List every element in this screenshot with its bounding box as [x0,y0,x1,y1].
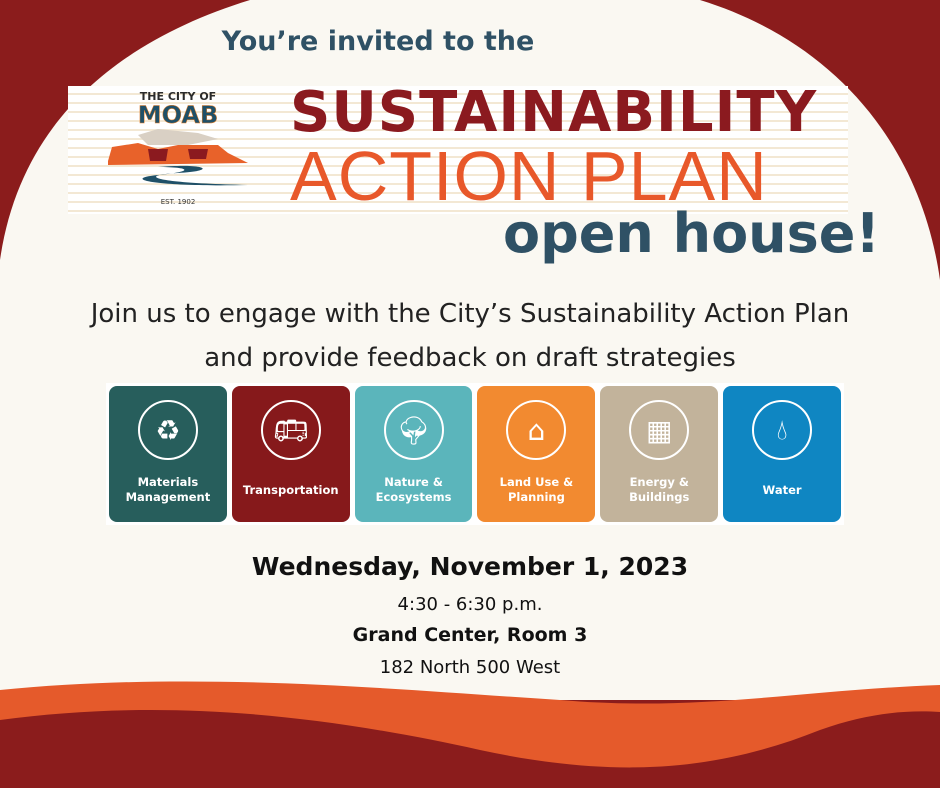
category-tiles: ♻ Materials Management 🚌︎ Transportation 🌳︎… [106,383,844,525]
tile-energy-buildings: ▦ Energy & Buildings [600,386,719,522]
tile-label: Energy & Buildings [629,475,690,504]
event-venue: Grand Center, Room 3 [352,624,588,646]
tile-water: 💧︎ Water [723,386,841,522]
event-time: 4:30 - 6:30 p.m. [397,594,543,615]
tile-label: Materials Management [125,475,211,504]
event-address: 182 North 500 West [379,657,561,678]
title-sustainability: SUSTAINABILITY [290,80,818,145]
tile-land-use-planning: ⌂ Land Use & Planning [477,386,596,522]
tile-label: Land Use & Planning [499,475,574,504]
tile-transportation: 🚌︎ Transportation [231,386,350,522]
houses-road-icon: ⌂ [506,400,567,460]
building-icon: ▦ [629,400,690,460]
invite-text: You’re invited to the [221,26,535,57]
moab-logo: THE CITY OF MOAB EST. 1902 [98,88,258,208]
bus-icon: 🚌︎ [260,400,321,460]
recycle-leaf-icon: ♻ [137,400,198,460]
description-line2: and provide feedback on draft strategies [204,343,736,373]
tile-label: Water [762,482,802,497]
description-line1: Join us to engage with the City’s Sustai… [90,299,850,329]
mesa-river-icon [108,129,248,186]
logo-line2: MOAB [137,101,219,129]
tile-label: Nature & Ecosystems [375,475,452,504]
water-drop-icon: 💧︎ [752,400,813,460]
title-action-plan: ACTION PLAN [290,137,768,215]
logo-est: EST. 1902 [160,198,196,206]
logo-line1: THE CITY OF [139,90,217,103]
tile-materials-management: ♻ Materials Management [109,386,227,522]
title-open-house: open house! [503,202,880,265]
description: Join us to engage with the City’s Sustai… [0,292,940,380]
tile-label: Transportation [242,482,339,497]
tree-icon: 🌳︎ [383,400,444,460]
event-date: Wednesday, November 1, 2023 [251,552,689,581]
tile-nature-ecosystems: 🌳︎ Nature & Ecosystems [354,386,473,522]
